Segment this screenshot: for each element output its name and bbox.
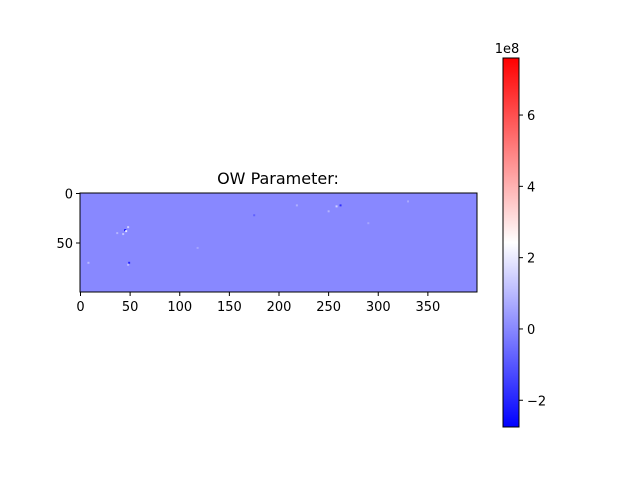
x-tick-label: 0	[76, 300, 84, 315]
heatmap-cell	[407, 200, 410, 203]
heatmap-cell	[196, 246, 199, 249]
heatmap-cell	[122, 233, 125, 236]
heatmap-cell	[127, 226, 130, 229]
heatmap-background	[80, 193, 477, 292]
heatmap-image	[80, 193, 477, 292]
x-axis-ticks: 0 50 100 150 200 250 300 350	[76, 292, 440, 315]
x-tick-label: 200	[267, 300, 292, 315]
x-tick-label: 300	[366, 300, 391, 315]
colorbar	[502, 57, 520, 428]
heatmap-cell	[124, 229, 127, 232]
x-tick-label: 250	[316, 300, 341, 315]
heatmap-cell	[327, 210, 330, 213]
heatmap-cell	[335, 205, 338, 208]
y-axis-ticks: 0 50	[56, 187, 80, 252]
chart-title: OW Parameter:	[217, 169, 339, 188]
x-tick-label: 100	[167, 300, 192, 315]
colorbar-ticks: −2 0 2 4 6	[519, 109, 546, 409]
y-tick-label: 50	[56, 237, 73, 252]
heatmap-cell	[295, 204, 298, 207]
heatmap-cell	[339, 204, 342, 207]
y-tick-label: 0	[65, 187, 73, 202]
heatmap-cell	[127, 263, 130, 266]
colorbar-tick-label: 4	[527, 180, 535, 195]
x-tick-label: 50	[122, 300, 139, 315]
x-tick-label: 350	[415, 300, 440, 315]
colorbar-tick-label: 6	[527, 109, 535, 124]
colorbar-tick-label: −2	[527, 394, 546, 409]
heatmap-cell	[87, 261, 90, 264]
colorbar-scale-label: 1e8	[495, 42, 520, 57]
heatmap-cell	[253, 214, 256, 217]
heatmap-cell	[367, 222, 370, 225]
colorbar-tick-label: 2	[527, 252, 535, 267]
heatmap-cell	[128, 261, 131, 264]
heatmap-cell	[116, 232, 119, 235]
heatmap-cell	[125, 230, 128, 233]
colorbar-tick-label: 0	[527, 323, 535, 338]
x-tick-label: 150	[217, 300, 242, 315]
